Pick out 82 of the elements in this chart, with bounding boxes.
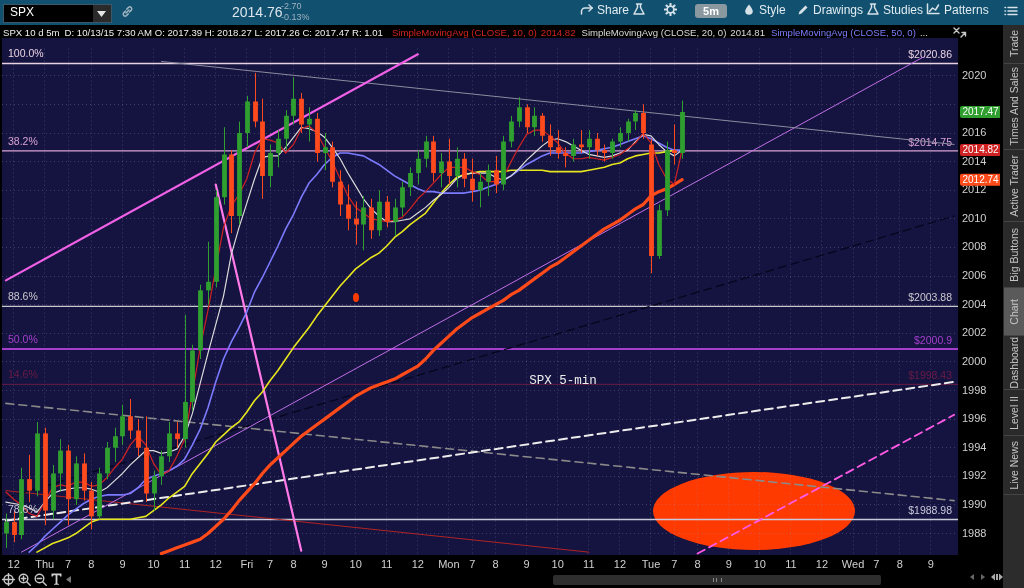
x-tick-label: 7 (267, 557, 274, 570)
x-tick-label: 10 (147, 557, 160, 570)
text: SimpleMovingAvg (CLOSE, 20, 0) (581, 27, 727, 38)
x-tick-label: 12 (411, 557, 424, 570)
x-tick-label: 10 (753, 557, 766, 570)
x-tick-label: 7 (873, 557, 880, 570)
y-tick-label: 1992 (962, 469, 987, 482)
y-tick-label: 2016 (962, 126, 987, 139)
y-tick-label: 2012 (962, 183, 987, 196)
x-tick-label: 8 (290, 557, 297, 570)
text: 2014.82 (962, 144, 1000, 156)
y-tick-label: 2010 (962, 211, 987, 224)
text: -0.13% (281, 12, 310, 23)
x-tick-label: 11 (381, 557, 393, 570)
ref-line-label: $2003.88 (908, 291, 953, 304)
ref-line-label: $2020.86 (908, 48, 953, 61)
ref-line-label: $2014.75 (908, 135, 953, 148)
annotation: 88.6% (8, 290, 38, 303)
x-tick-label: 11 (583, 557, 595, 570)
y-tick-label: 1998 (962, 383, 987, 396)
text: Share (597, 3, 630, 18)
y-tick-label: 2008 (962, 240, 987, 253)
x-tick-label: 10 (349, 557, 362, 570)
y-tick-label: 2020 (962, 68, 987, 81)
text: Patterns (944, 3, 989, 18)
x-tick-label: 9 (321, 557, 328, 570)
x-tick-label: 12 (7, 557, 20, 570)
chart-title: SPX 10 d 5m (3, 27, 60, 38)
annotation: 50.0% (8, 332, 38, 345)
x-tick-label: Mon (438, 557, 460, 570)
x-tick-label: Fri (240, 557, 254, 570)
annotation: 38.2% (8, 134, 38, 147)
x-tick-label: 8 (88, 557, 95, 570)
x-tick-label: 12 (209, 557, 222, 570)
y-tick-label: 1988 (962, 526, 987, 539)
text: 2014.82 (540, 27, 576, 38)
x-tick-label: 8 (694, 557, 701, 570)
text: Studies (883, 3, 924, 18)
x-tick-label: 8 (896, 557, 903, 570)
text: SimpleMovingAvg (CLOSE, 50, 0) (771, 27, 916, 38)
x-tick-label: 11 (178, 557, 191, 570)
ref-line-label: $1988.98 (908, 504, 953, 517)
x-tick-label: 9 (725, 557, 732, 570)
text: 2014.81 (730, 27, 766, 38)
y-tick-label: 2000 (962, 354, 987, 367)
y-tick-label: 2002 (962, 326, 987, 339)
text: SimpleMovingAvg (CLOSE, 10, 0) (391, 27, 537, 38)
text: 2012.74 (962, 173, 1000, 185)
x-tick-label: 7 (469, 557, 476, 570)
chart-subtitle: D: 10/13/15 7:30 AM O: 2017.39 H: 2018.27 L: 2017.26 C: 2017.47 R: 1.01 (64, 27, 383, 38)
x-tick-label: 7 (671, 557, 678, 570)
text: -2.70 (281, 1, 302, 11)
x-tick-label: 12 (613, 557, 627, 570)
text: SPX (10, 5, 35, 20)
text: ... (919, 27, 928, 38)
y-tick-label: 2014 (962, 154, 987, 167)
annotation: SPX 5-min (528, 374, 598, 388)
x-tick-label: 9 (523, 557, 530, 570)
x-tick-label: 11 (785, 557, 797, 570)
y-tick-label: 2004 (962, 297, 987, 310)
x-tick-label: 12 (815, 557, 829, 570)
y-tick-label: 1996 (962, 412, 987, 425)
x-tick-label: 9 (119, 557, 126, 570)
text: Style (759, 3, 786, 18)
text: Drawings (813, 3, 864, 18)
x-tick-label: 10 (551, 557, 564, 570)
annotation: 100.0% (8, 47, 44, 60)
ref-line-label: $2000.9 (914, 333, 953, 346)
text: 2014.76 (232, 4, 283, 21)
y-tick-label: 2006 (962, 269, 987, 282)
x-tick-label: 7 (65, 557, 72, 570)
text: 5m (695, 4, 727, 18)
annotation: 14.6% (8, 367, 38, 380)
y-tick-label: 1990 (962, 497, 987, 510)
x-tick-label: Thu (35, 557, 55, 570)
x-tick-label: 8 (492, 557, 499, 570)
y-tick-label: 1994 (962, 440, 987, 453)
ref-line-label: $1998.43 (908, 368, 953, 381)
x-tick-label: 9 (927, 557, 934, 570)
x-tick-label: Tue (641, 557, 661, 570)
x-tick-label: Wed (841, 557, 865, 570)
text: 2017.47 (962, 106, 1000, 118)
